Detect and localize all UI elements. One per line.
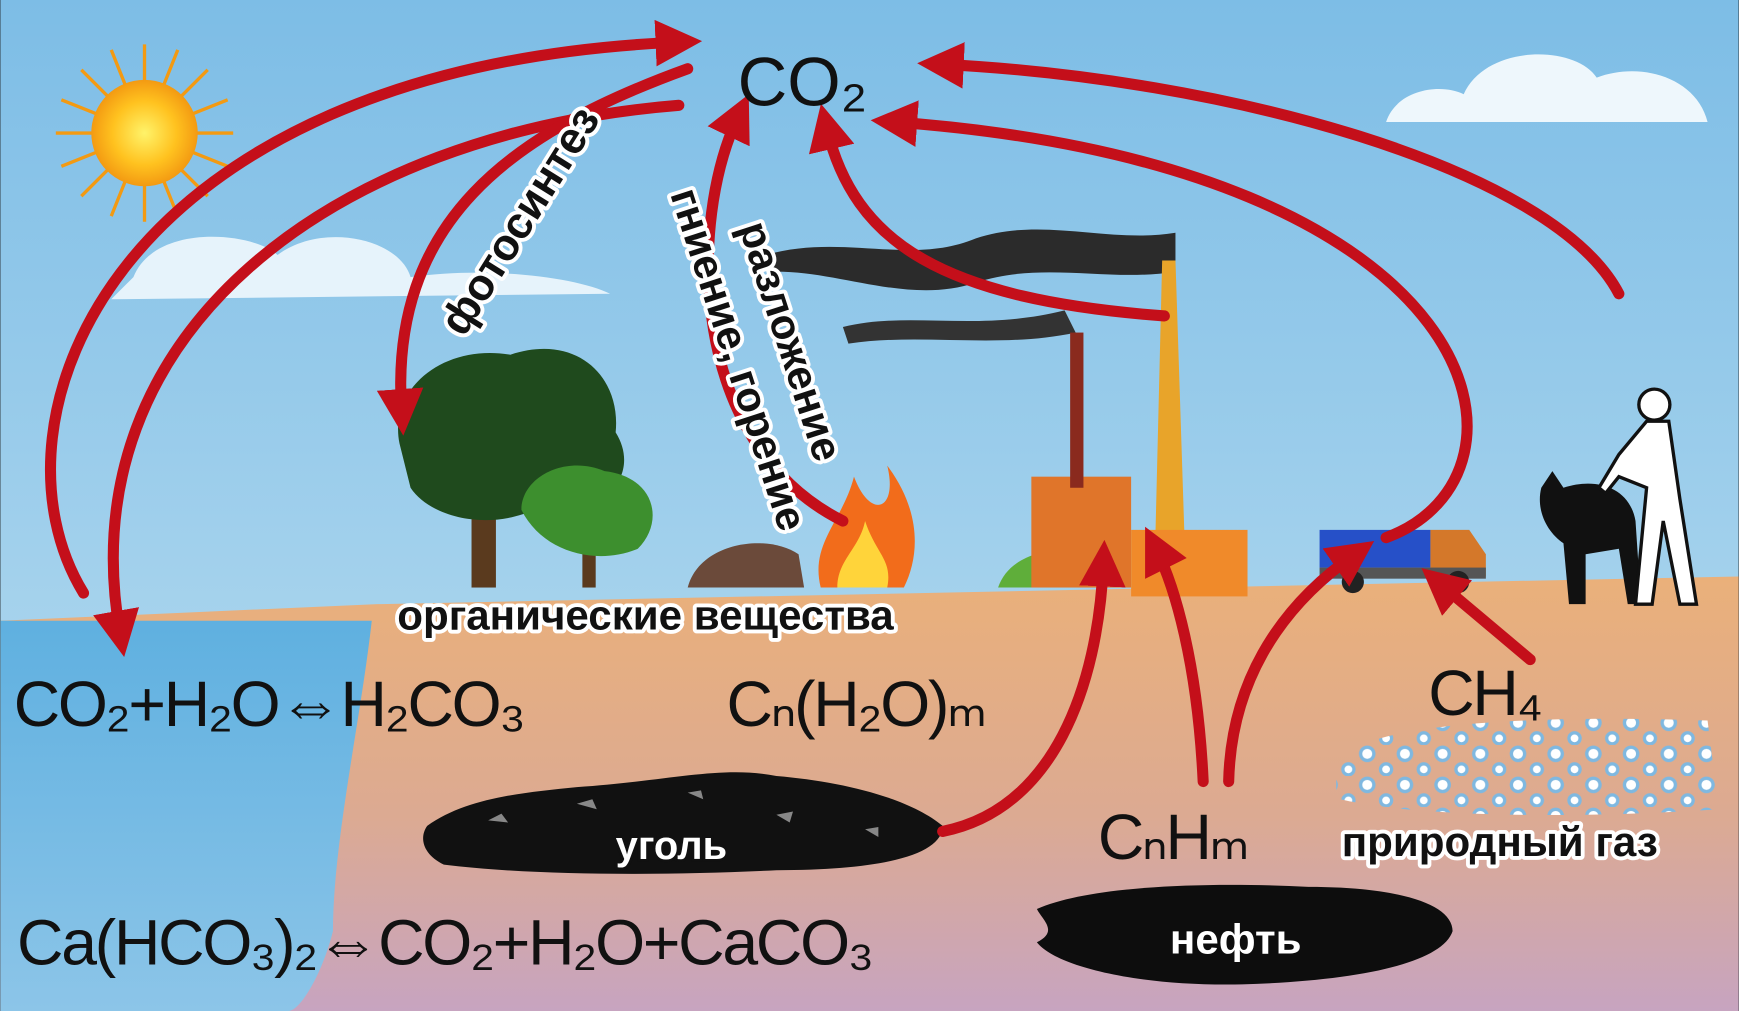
truck-part <box>1342 571 1364 593</box>
oil-label: нефть <box>1170 915 1302 962</box>
person-and-dog-part <box>1639 389 1670 420</box>
page: Carbon cycle {"diagram": { "center": "CO… <box>0 0 1739 1011</box>
coal-label: уголь <box>616 824 728 868</box>
factory-part <box>1131 530 1247 597</box>
sun-part <box>91 80 197 186</box>
methane-formula: CH₄ <box>1428 657 1540 729</box>
carbon-cycle-diagram: CO₂ фотосинтез гниение, горение разложен… <box>0 0 1739 1011</box>
body: CO₂ фотосинтез гниение, горение разложен… <box>0 0 1739 1011</box>
bicarbonate-formula: Ca(HCO₃)₂⇔CO₂+H₂O+CaCO₃ <box>17 906 872 978</box>
gas-label: природный газ <box>1342 818 1658 865</box>
carbohydrate-formula: Cₙ(H₂O)ₘ <box>726 668 985 740</box>
hydrocarbon-formula: CₙHₘ <box>1098 801 1248 873</box>
factory-part <box>1031 477 1131 588</box>
sun <box>56 44 233 221</box>
factory-part <box>1070 333 1083 488</box>
organic-label: органические вещества <box>397 592 894 639</box>
carbonic-formula: CO₂+H₂O⇔H₂CO₃ <box>14 668 524 740</box>
center-label: CO₂ <box>738 43 868 120</box>
